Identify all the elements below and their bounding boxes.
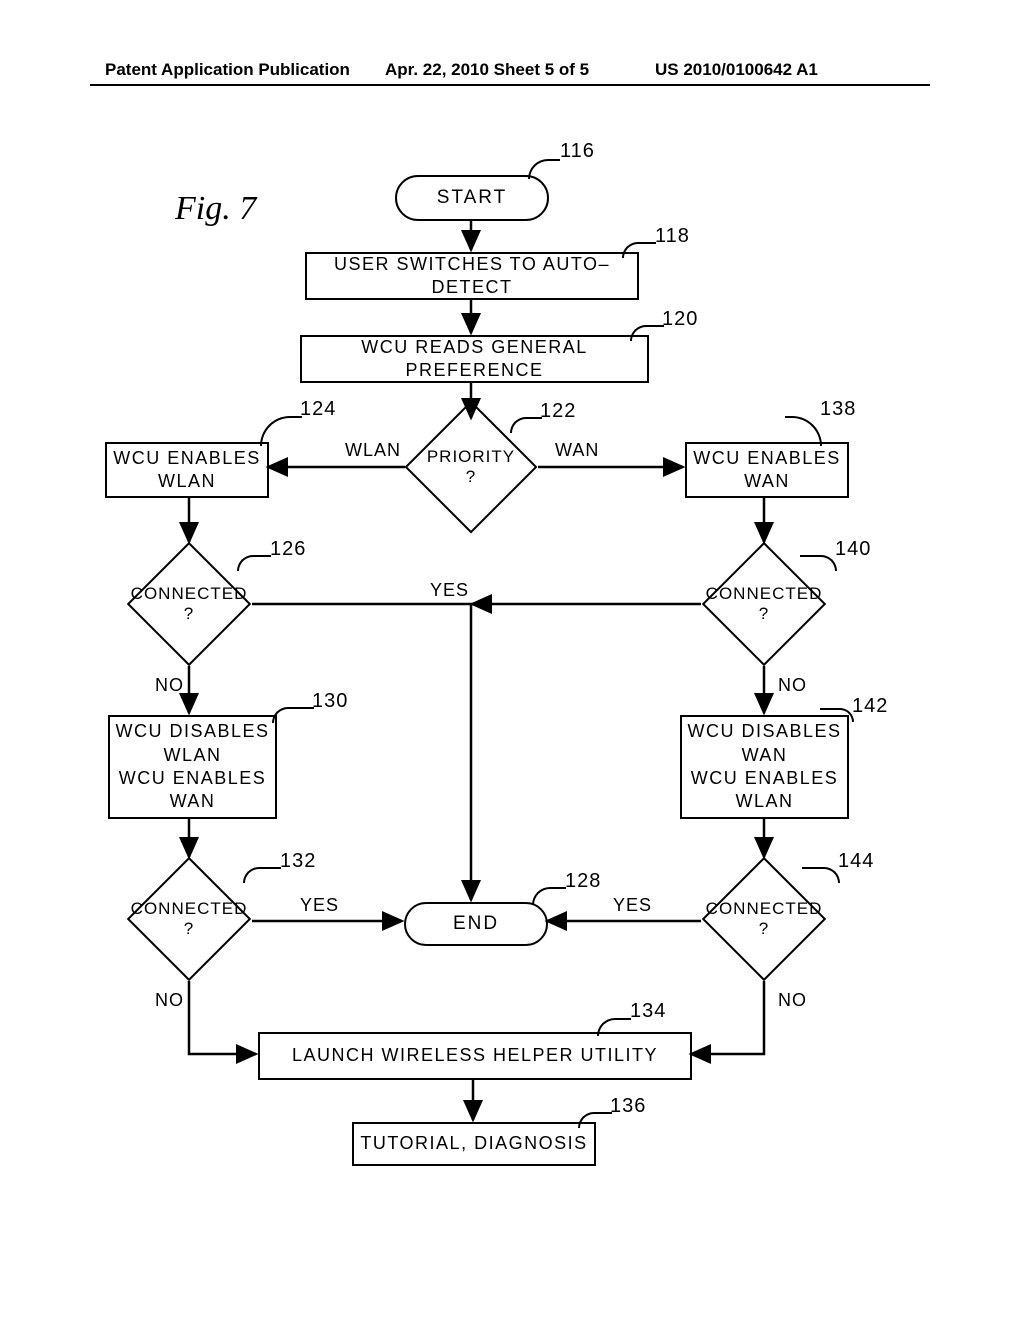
- leader-118: [622, 242, 656, 258]
- edge-132-yes: YES: [300, 895, 339, 916]
- node-140-label: CONNECTED ?: [706, 584, 823, 625]
- node-144: CONNECTED ?: [720, 875, 808, 963]
- header-rule: [90, 84, 930, 86]
- leader-140: [800, 555, 837, 571]
- leader-138: [785, 416, 822, 446]
- leader-130: [272, 707, 314, 723]
- leader-126: [237, 555, 271, 571]
- node-start: START: [395, 175, 549, 221]
- node-126-label: CONNECTED ?: [131, 584, 248, 625]
- node-142-label: WCU DISABLES WAN WCU ENABLES WLAN: [687, 720, 841, 814]
- ref-130: 130: [312, 690, 348, 713]
- node-126: CONNECTED ?: [145, 560, 233, 648]
- node-130: WCU DISABLES WLAN WCU ENABLES WAN: [108, 715, 277, 819]
- header-left-text: Patent Application Publication: [105, 60, 350, 80]
- ref-144: 144: [838, 850, 874, 873]
- node-122-label: PRIORITY ?: [427, 447, 515, 488]
- edge-140-no: NO: [778, 675, 807, 696]
- node-132: CONNECTED ?: [145, 875, 233, 963]
- node-124: WCU ENABLES WLAN: [105, 442, 269, 498]
- edge-132-no: NO: [155, 990, 184, 1011]
- node-138-label: WCU ENABLES WAN: [693, 447, 841, 494]
- node-122: PRIORITY ?: [424, 420, 518, 514]
- node-140: CONNECTED ?: [720, 560, 808, 648]
- node-136: TUTORIAL, DIAGNOSIS: [352, 1122, 596, 1166]
- header-mid-text: Apr. 22, 2010 Sheet 5 of 5: [385, 60, 589, 80]
- edge-144-yes: YES: [613, 895, 652, 916]
- node-134-label: LAUNCH WIRELESS HELPER UTILITY: [292, 1044, 658, 1067]
- ref-122: 122: [540, 400, 576, 423]
- node-118: USER SWITCHES TO AUTO–DETECT: [305, 252, 639, 300]
- node-130-label: WCU DISABLES WLAN WCU ENABLES WAN: [115, 720, 269, 814]
- node-120-label: WCU READS GENERAL PREFERENCE: [302, 336, 647, 383]
- node-134: LAUNCH WIRELESS HELPER UTILITY: [258, 1032, 692, 1080]
- ref-138: 138: [820, 398, 856, 421]
- node-end-label: END: [453, 913, 499, 935]
- edge-122-wan: WAN: [555, 440, 599, 461]
- ref-116: 116: [560, 140, 595, 163]
- node-142: WCU DISABLES WAN WCU ENABLES WLAN: [680, 715, 849, 819]
- leader-124: [260, 416, 302, 446]
- ref-128: 128: [565, 870, 601, 893]
- node-132-label: CONNECTED ?: [131, 899, 248, 940]
- node-144-label: CONNECTED ?: [706, 899, 823, 940]
- node-118-label: USER SWITCHES TO AUTO–DETECT: [307, 253, 637, 300]
- node-end: END: [404, 902, 548, 946]
- leader-134: [597, 1018, 631, 1036]
- ref-124: 124: [300, 398, 336, 421]
- edge-144-no: NO: [778, 990, 807, 1011]
- edge-126-no: NO: [155, 675, 184, 696]
- figure-label: Fig. 7: [175, 190, 256, 228]
- leader-128: [532, 887, 566, 905]
- leader-116: [528, 159, 560, 179]
- ref-120: 120: [662, 308, 698, 331]
- node-120: WCU READS GENERAL PREFERENCE: [300, 335, 649, 383]
- node-124-label: WCU ENABLES WLAN: [113, 447, 261, 494]
- leader-136: [578, 1112, 612, 1128]
- flowchart-canvas: Fig. 7 START 116 USER SWITCHES TO AUTO–D…: [0, 130, 1024, 1260]
- header-right-text: US 2010/0100642 A1: [655, 60, 818, 80]
- leader-120: [630, 325, 664, 341]
- ref-140: 140: [835, 538, 871, 561]
- node-136-label: TUTORIAL, DIAGNOSIS: [360, 1132, 587, 1155]
- leader-144: [802, 867, 840, 883]
- ref-118: 118: [655, 225, 690, 248]
- node-138: WCU ENABLES WAN: [685, 442, 849, 498]
- leader-132: [243, 867, 281, 883]
- ref-132: 132: [280, 850, 316, 873]
- node-start-label: START: [437, 187, 508, 209]
- ref-136: 136: [610, 1095, 646, 1118]
- edge-126-yes: YES: [430, 580, 469, 601]
- edge-122-wlan: WLAN: [345, 440, 401, 461]
- ref-126: 126: [270, 538, 306, 561]
- ref-134: 134: [630, 1000, 666, 1023]
- leader-142: [820, 708, 854, 722]
- ref-142: 142: [852, 695, 888, 718]
